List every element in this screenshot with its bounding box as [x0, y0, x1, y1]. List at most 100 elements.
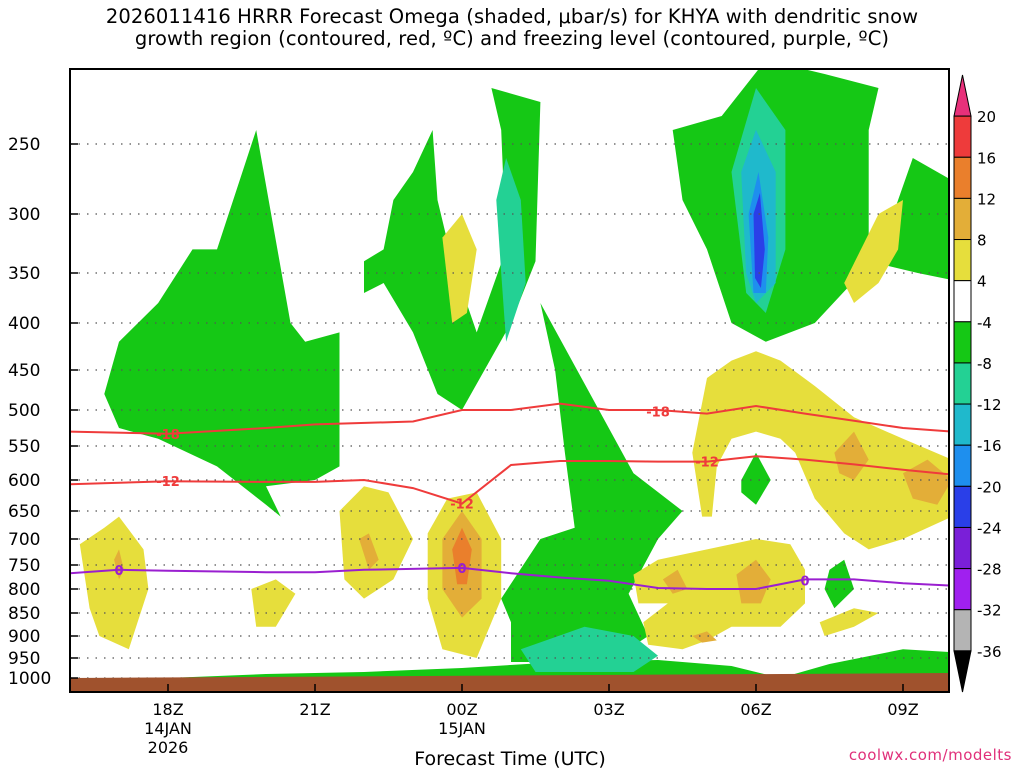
colorbar-box-3 [953, 197, 972, 241]
y-tick-400: 400 [8, 314, 40, 334]
freezing-label-1: 0 [457, 562, 466, 577]
omega-positive-10 [834, 431, 869, 480]
omega-region-0 [104, 130, 340, 517]
dgz-contour-m12 [70, 455, 949, 505]
omega-positive-1 [114, 549, 124, 580]
colorbar-box-10 [953, 485, 972, 528]
y-tick-750: 750 [8, 556, 40, 576]
x-tick-03Z: 03Z [593, 700, 624, 719]
y-tick-300: 300 [8, 205, 40, 225]
y-axis-pressure: 250 300 350 400 450 500 550 600 650 700 750 800 850 9… [8, 135, 78, 689]
y-tick-500: 500 [8, 401, 40, 421]
omega-positive-15 [692, 631, 717, 643]
y-tick-550: 550 [8, 437, 40, 457]
colorbar-label-7: -12 [977, 396, 1002, 414]
omega-positive-12 [633, 539, 805, 650]
colorbar-label-1: 16 [977, 149, 996, 167]
freezing-label-0: 0 [114, 564, 123, 579]
dgz-label-0-0: -18 [156, 428, 180, 443]
colorbar-box-13 [953, 609, 972, 652]
omega-core-2 [753, 193, 765, 288]
colorbar-label-9: -20 [977, 478, 1002, 496]
colorbar-label-0: 20 [977, 108, 996, 126]
omega-region-5 [520, 626, 658, 672]
colorbar-box-4 [953, 239, 972, 282]
y-tick-250: 250 [8, 135, 40, 155]
chart-title: 2026011416 HRRR Forecast Omega (shaded, … [0, 6, 1024, 50]
omega-positive-2 [251, 579, 296, 627]
chart-title-line1: 2026011416 HRRR Forecast Omega (shaded, … [105, 5, 919, 28]
dgz-contour-m18 [70, 402, 949, 435]
dgz-label-0-1: -18 [646, 405, 670, 420]
colorbar-label-4: 4 [977, 273, 987, 291]
ground-terrain [70, 673, 949, 692]
colorbar-label-2: 12 [977, 190, 996, 208]
y-tick-800: 800 [8, 580, 40, 600]
x-tick-date-18Z: 14JAN [144, 719, 192, 738]
colorbar-label-10: -24 [977, 519, 1002, 537]
colorbar-box-5 [953, 280, 972, 323]
y-tick-850: 850 [8, 604, 40, 624]
omega-positive-8 [442, 214, 477, 323]
y-tick-1000: 1000 [8, 669, 51, 689]
omega-positive-13 [736, 559, 771, 604]
freezing-level-line [70, 566, 949, 590]
omega-positive-17 [819, 608, 879, 636]
site-credit[interactable]: coolwx.com/modelts [848, 746, 1012, 764]
omega-region-3 [501, 303, 683, 662]
y-tick-350: 350 [8, 264, 40, 284]
omega-positive-0 [79, 516, 149, 650]
colorbar-box-2 [953, 156, 972, 199]
x-tick-06Z: 06Z [740, 700, 771, 719]
x-tick-00Z: 00Z [446, 700, 477, 719]
y-tick-700: 700 [8, 530, 40, 550]
omega-region-2 [496, 158, 526, 342]
colorbar-box-11 [953, 526, 972, 570]
y-tick-450: 450 [8, 361, 40, 381]
temperature-contours: -18 -18 -12 -12 -12 0 0 0 [70, 402, 949, 590]
colorbar-label-3: 8 [977, 232, 987, 250]
y-tick-900: 900 [8, 627, 40, 647]
colorbar-box-9 [953, 444, 972, 487]
x-tick-date-00Z: 15JAN [438, 719, 486, 738]
colorbar-label-12: -32 [977, 602, 1002, 620]
dgz-label-1-1: -12 [450, 498, 474, 513]
colorbar-bottom-triangle [953, 650, 972, 693]
colorbar-label-11: -28 [977, 561, 1002, 579]
colorbar-box-7 [953, 362, 972, 405]
x-tick-18Z: 18Z [152, 700, 183, 719]
x-tick-21Z: 21Z [299, 700, 330, 719]
y-tick-650: 650 [8, 502, 40, 522]
omega-colorbar: 20 16 12 8 4 -4 -8 -12 -16 -20 -24 -28 -32 -36 [953, 74, 1002, 693]
x-axis-label: Forecast Time (UTC) [414, 748, 605, 768]
colorbar-box-1 [953, 115, 972, 158]
y-tick-950: 950 [8, 649, 40, 669]
colorbar-label-6: -8 [977, 355, 992, 373]
dgz-label-1-2: -12 [695, 456, 719, 471]
dgz-label-1-0: -12 [156, 475, 180, 490]
colorbar-label-8: -16 [977, 437, 1002, 455]
colorbar-label-13: -36 [977, 643, 1002, 661]
omega-region-10 [741, 452, 771, 505]
omega-shading [79, 69, 949, 678]
plot-border [69, 68, 950, 693]
omega-region-1 [364, 88, 541, 410]
plot-frame [69, 68, 950, 693]
x-tick-09Z: 09Z [887, 700, 918, 719]
terrain-fill [70, 673, 949, 692]
colorbar-label-5: -4 [977, 314, 992, 332]
colorbar-box-12 [953, 568, 972, 611]
omega-positive-16 [844, 200, 903, 303]
omega-positive-4 [359, 533, 379, 570]
colorbar-top-triangle [953, 74, 972, 117]
omega-positive-18 [824, 559, 854, 609]
colorbar-box-8 [953, 403, 972, 446]
freezing-label-2: 0 [800, 574, 809, 589]
chart-title-line2: growth region (contoured, red, ºC) and f… [134, 27, 890, 50]
x-tick-year-18Z: 2026 [148, 738, 189, 757]
omega-positive-7 [452, 527, 472, 585]
y-tick-600: 600 [8, 471, 40, 491]
colorbar-box-6 [953, 321, 972, 364]
